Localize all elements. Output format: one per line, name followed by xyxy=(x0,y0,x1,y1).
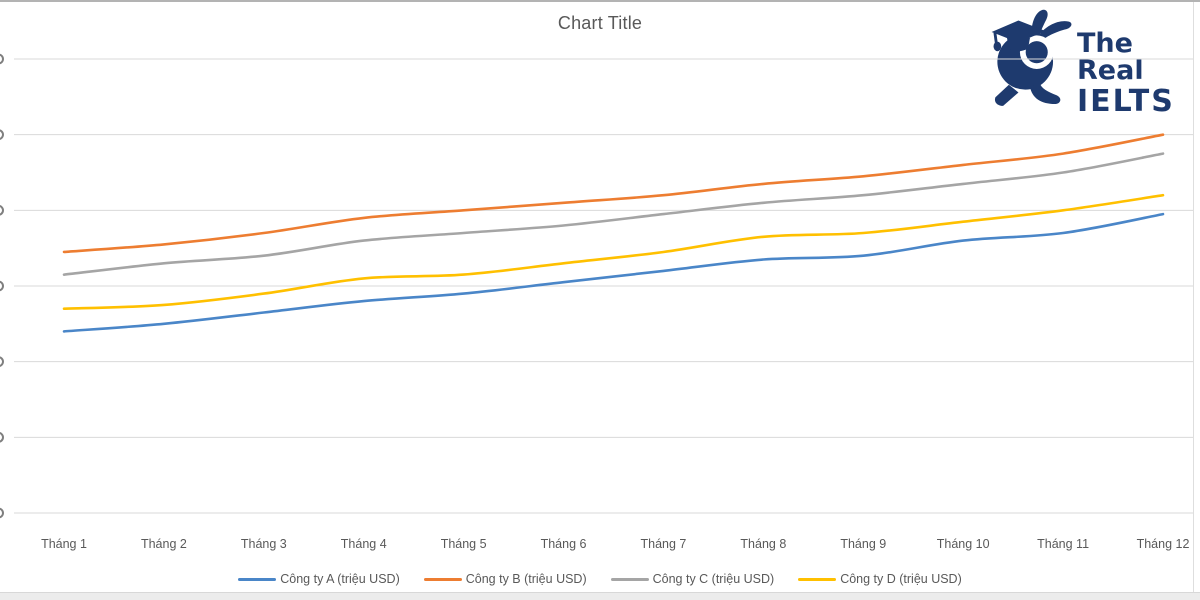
legend-item: Công ty D (triệu USD) xyxy=(798,572,962,586)
x-axis-label: Tháng 8 xyxy=(740,537,787,551)
legend-line-marker-icon xyxy=(423,577,462,581)
x-axis-label: Tháng 1 xyxy=(41,537,87,551)
legend: Công ty A (triệu USD) Công ty B (triệu US… xyxy=(0,569,1200,589)
series-line xyxy=(62,193,1165,310)
y-tick-label-cutoff xyxy=(0,356,4,367)
chart-title: Chart Title xyxy=(557,13,643,33)
y-tick-label-cutoff xyxy=(0,280,4,292)
logo-text-line1: The Real xyxy=(1077,28,1144,86)
window-right-edge xyxy=(1193,2,1194,592)
legend-item: Công ty B (triệu USD) xyxy=(423,572,587,586)
legend-item: Công ty C (triệu USD) xyxy=(610,572,775,586)
logo-text-line2: IELTS xyxy=(1077,84,1175,119)
legend-label: Công ty A (triệu USD) xyxy=(280,572,400,586)
legend-label: Công ty D (triệu USD) xyxy=(840,572,962,586)
x-axis-label: Tháng 7 xyxy=(640,537,687,551)
x-axis-label: Tháng 3 xyxy=(240,537,287,551)
legend-line-marker-icon xyxy=(238,577,277,581)
x-axis-label: Tháng 6 xyxy=(540,537,587,551)
logo-text: The Real IELTS xyxy=(1077,30,1195,117)
x-axis-label: Tháng 2 xyxy=(140,537,187,551)
window-top-edge xyxy=(0,0,1200,2)
y-tick-label-cutoff xyxy=(0,129,4,140)
window-bottom-edge xyxy=(0,592,1200,600)
rabbit-graduate-mascot-icon xyxy=(991,9,1072,106)
legend-item: Công ty A (triệu USD) xyxy=(238,572,400,586)
y-tick-label-cutoff xyxy=(0,507,4,519)
legend-label: Công ty B (triệu USD) xyxy=(465,572,587,586)
x-axis-label: Tháng 4 xyxy=(340,537,387,551)
series-line xyxy=(62,133,1165,254)
y-tick-label-cutoff xyxy=(0,432,4,443)
x-axis-label: Tháng 10 xyxy=(936,537,990,551)
x-axis-label: Tháng 11 xyxy=(1037,537,1090,551)
series-line xyxy=(62,212,1165,333)
legend-line-marker-icon xyxy=(610,577,649,581)
brand-logo: The Real IELTS xyxy=(980,4,1195,117)
y-tick-label-cutoff xyxy=(0,53,4,65)
legend-label: Công ty C (triệu USD) xyxy=(652,572,775,586)
series-line xyxy=(62,152,1165,276)
x-axis-label: Tháng 9 xyxy=(840,537,887,551)
x-axis-label: Tháng 12 xyxy=(1136,537,1190,551)
y-tick-label-cutoff xyxy=(0,205,4,216)
x-axis-label: Tháng 5 xyxy=(440,537,487,551)
legend-line-marker-icon xyxy=(798,577,837,581)
